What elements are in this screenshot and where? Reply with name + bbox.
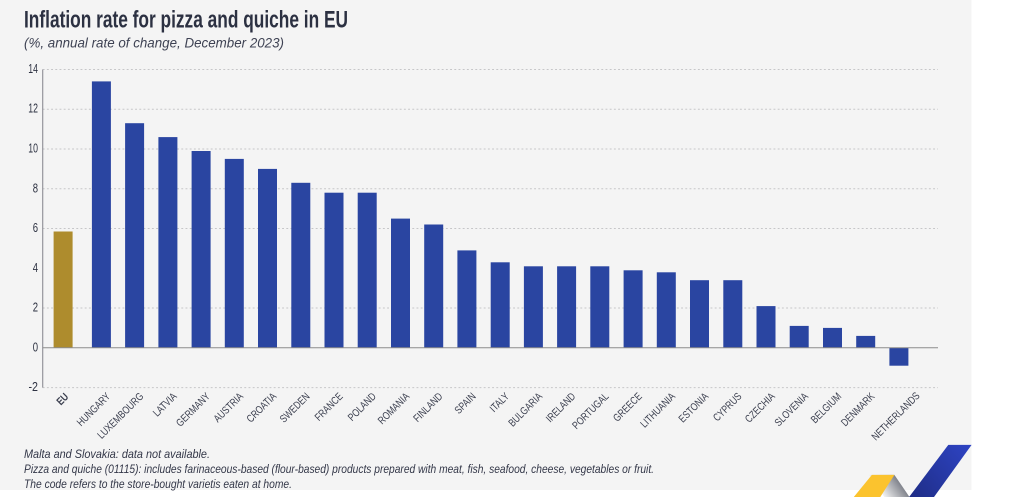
svg-text:8: 8 bbox=[33, 180, 38, 195]
svg-text:2: 2 bbox=[33, 300, 38, 315]
svg-text:(%, annual rate of change, Dec: (%, annual rate of change, December 2023… bbox=[24, 35, 284, 51]
svg-text:0: 0 bbox=[33, 339, 38, 354]
svg-text:Pizza and quiche (01115): incl: Pizza and quiche (01115): includes farin… bbox=[24, 462, 654, 476]
svg-text:6: 6 bbox=[33, 220, 38, 235]
svg-text:12: 12 bbox=[28, 101, 38, 116]
svg-text:Malta and Slovakia: data not a: Malta and Slovakia: data not available. bbox=[24, 447, 210, 461]
svg-text:Inflation rate for pizza and q: Inflation rate for pizza and quiche in E… bbox=[24, 7, 348, 34]
svg-text:-2: -2 bbox=[29, 379, 39, 394]
svg-text:4: 4 bbox=[33, 260, 38, 275]
svg-text:14: 14 bbox=[28, 61, 38, 76]
svg-text:10: 10 bbox=[28, 141, 38, 156]
svg-text:The code refers to the store-b: The code refers to the store-bought vari… bbox=[24, 477, 292, 491]
